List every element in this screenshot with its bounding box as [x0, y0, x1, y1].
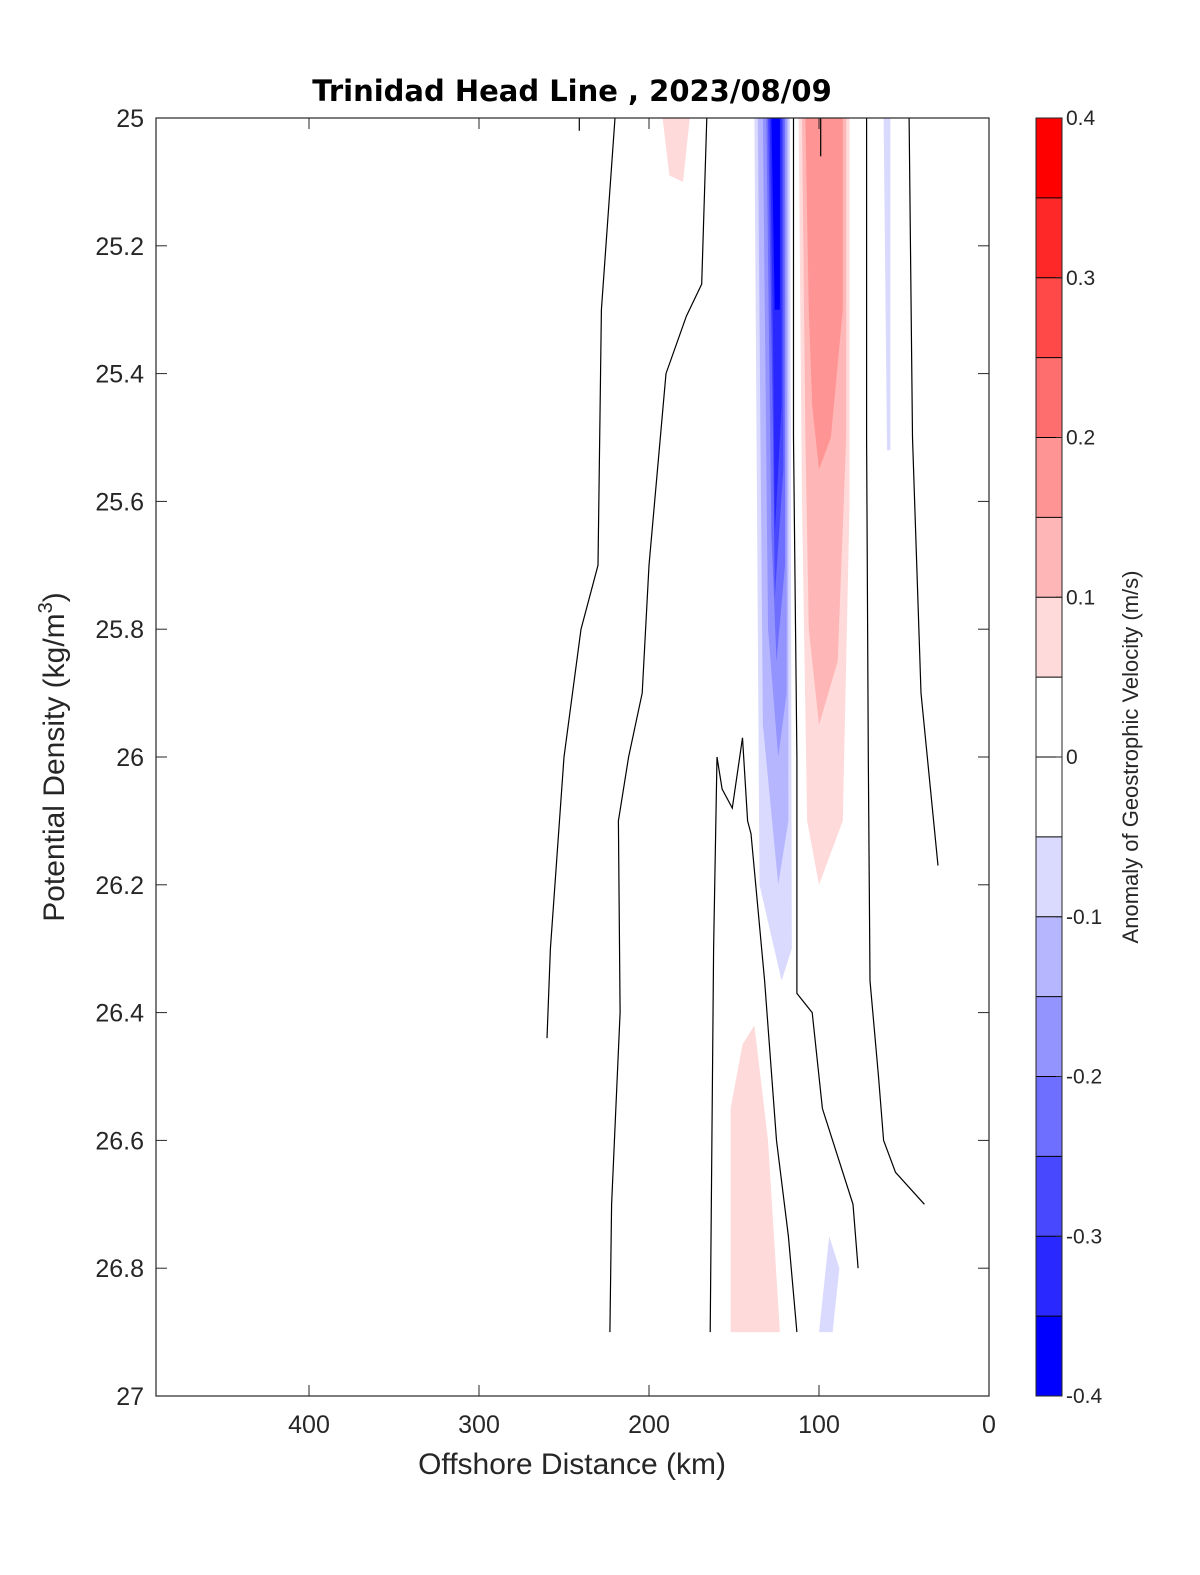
y-tick-label-7: 26.4 — [95, 1000, 144, 1028]
y-tick-label-1: 25.2 — [95, 233, 144, 261]
colorbar-band-5 — [1036, 517, 1062, 598]
y-tick-labels: 25 25.2 25.4 25.6 25.8 26 26.2 26.4 26.6 26.8 27 — [95, 105, 144, 1411]
colorbar-band-1 — [1036, 197, 1062, 279]
contour-region-6 — [756, 118, 780, 310]
contour-region-9 — [805, 118, 843, 470]
colorbar-band-14 — [1036, 1236, 1062, 1317]
colorbar-band-0 — [1036, 118, 1062, 199]
colorbar — [1036, 118, 1062, 1397]
zero-contour-line-5 — [865, 118, 925, 1205]
zero-contour-line-1 — [609, 118, 708, 1333]
colorbar-band-13 — [1036, 1156, 1062, 1237]
colorbar-band-15 — [1036, 1316, 1062, 1397]
y-tick-label-9: 26.8 — [95, 1255, 144, 1283]
colorbar-band-7 — [1036, 677, 1062, 758]
colorbar-tick-label-1: 0.3 — [1066, 267, 1095, 290]
zero-contour-line-4 — [792, 118, 859, 1269]
colorbar-band-3 — [1036, 357, 1062, 439]
colorbar-ticks — [1056, 117, 1062, 1397]
colorbar-band-8 — [1036, 757, 1062, 838]
y-tick-label-6: 26.2 — [95, 872, 144, 900]
colorbar-band-10 — [1036, 916, 1062, 998]
zero-contour-line-3 — [741, 737, 798, 1333]
y-tick-label-0: 25 — [116, 105, 144, 133]
colorbar-title: Anomaly of Geostrophic Velocity (m/s) — [1118, 571, 1143, 944]
contour-region-13 — [883, 118, 891, 451]
zero-contour-line-6 — [908, 118, 939, 866]
x-tick-label-0: 400 — [288, 1411, 330, 1439]
colorbar-band-2 — [1036, 277, 1062, 359]
y-tick-label-2: 25.4 — [95, 361, 144, 389]
chart-title: Trinidad Head Line , 2023/08/09 — [312, 74, 832, 108]
colorbar-band-11 — [1036, 996, 1062, 1078]
x-axis-title: Offshore Distance (km) — [418, 1448, 726, 1481]
colorbar-band-9 — [1036, 836, 1062, 918]
colorbar-tick-label-6: -0.2 — [1066, 1066, 1102, 1089]
plot-area — [156, 118, 989, 1396]
y-axis-title-main: Potential Density (kg/m — [38, 613, 71, 921]
colorbar-tick-label-7: -0.3 — [1066, 1225, 1102, 1248]
colorbar-tick-label-0: 0.4 — [1066, 107, 1096, 130]
colorbar-tick-label-8: -0.4 — [1066, 1385, 1103, 1408]
zero-contour-lines — [546, 118, 939, 1333]
contour-region-11 — [730, 1025, 780, 1333]
x-tick-label-1: 300 — [458, 1411, 500, 1439]
y-tick-label-5: 26 — [116, 744, 144, 772]
zero-contour-line-0 — [546, 118, 616, 1039]
x-tick-label-3: 100 — [798, 1411, 840, 1439]
x-tick-labels: 400 300 200 100 0 — [288, 1411, 996, 1439]
y-tick-label-3: 25.6 — [95, 488, 144, 516]
contour-region-12 — [819, 1236, 840, 1333]
y-tick-label-10: 27 — [116, 1383, 144, 1411]
plot-frame — [155, 117, 990, 1397]
colorbar-band-6 — [1036, 597, 1062, 678]
colorbar-tick-label-5: -0.1 — [1066, 906, 1102, 929]
y-tick-label-8: 26.6 — [95, 1127, 144, 1155]
zero-contour-line-2 — [709, 737, 744, 1333]
colorbar-tick-labels: 0.4 0.3 0.2 0.1 0 -0.1 -0.2 -0.3 -0.4 — [1066, 107, 1103, 1408]
y-axis-title: Potential Density (kg/m3) — [35, 592, 71, 922]
colorbar-tick-label-3: 0.1 — [1066, 586, 1095, 609]
x-tick-label-2: 200 — [628, 1411, 670, 1439]
y-tick-label-4: 25.8 — [95, 616, 144, 644]
filled-contours — [662, 118, 891, 1333]
y-axis-title-superscript: 3 — [35, 602, 57, 613]
x-tick-label-4: 0 — [982, 1411, 996, 1439]
colorbar-band-12 — [1036, 1076, 1062, 1157]
contour-region-10 — [662, 118, 690, 182]
colorbar-tick-label-2: 0.2 — [1066, 427, 1095, 450]
y-axis-title-close: ) — [38, 592, 71, 602]
colorbar-band-4 — [1036, 437, 1062, 518]
colorbar-tick-label-4: 0 — [1066, 746, 1078, 769]
